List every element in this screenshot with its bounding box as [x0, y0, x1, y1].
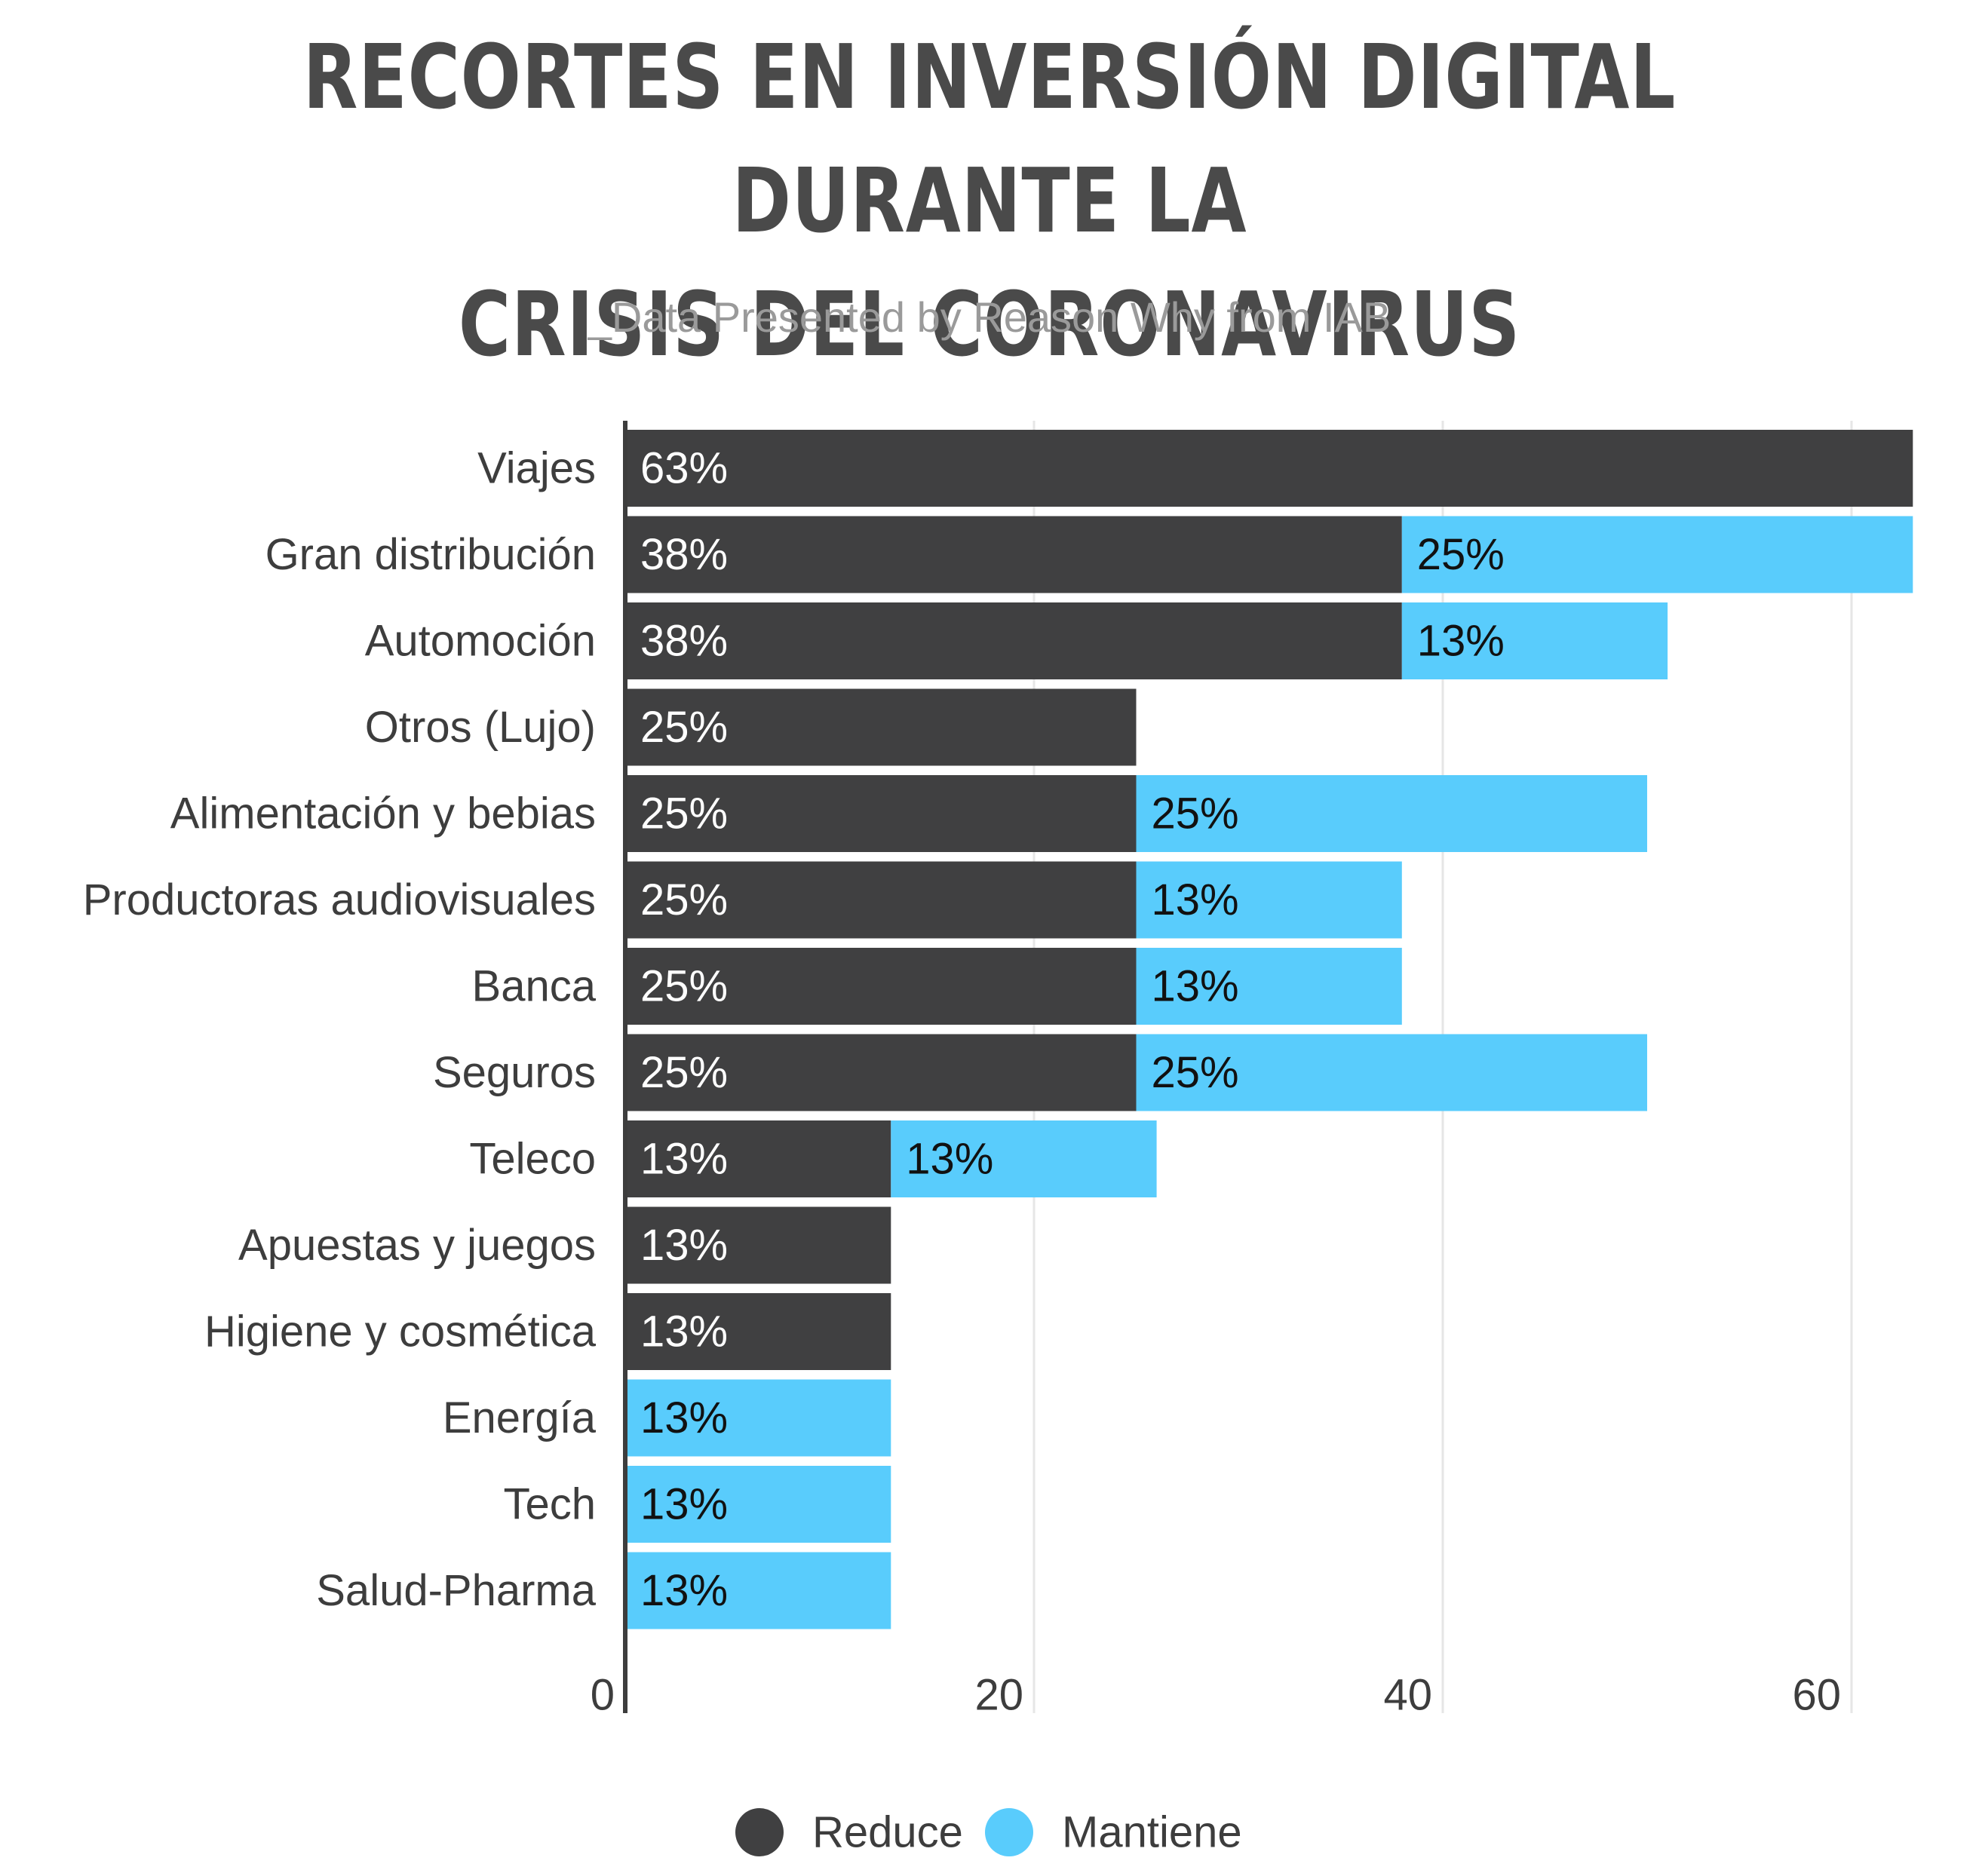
data-label: 13% — [640, 1307, 728, 1356]
data-label: 13% — [640, 1480, 728, 1529]
chart-title-line-1: RECORTES EN INVERSIÓN DIGITAL DURANTE LA — [302, 25, 1677, 253]
category-label: Energía — [443, 1393, 597, 1442]
bar-mantiene-1 — [1401, 516, 1913, 593]
bar-mantiene-8 — [891, 1120, 1157, 1197]
category-label: Apuestas y juegos — [238, 1221, 596, 1270]
data-label: 25% — [640, 703, 728, 752]
bar-reduce-5 — [625, 861, 1137, 939]
bars: 63% 38% 25% 38% 13% 25% 25% 25% 25% 13% 25% 13% 25% 2… — [625, 430, 1913, 1629]
category-label: Teleco — [469, 1135, 596, 1184]
bar-mantiene-4 — [1136, 775, 1647, 852]
x-tick-label: 20 — [974, 1671, 1023, 1720]
bar-reduce-8 — [625, 1120, 891, 1197]
bar-mantiene-6 — [1136, 948, 1402, 1025]
data-label: 25% — [640, 875, 728, 924]
legend-marker-mantiene — [985, 1808, 1033, 1856]
data-label: 13% — [640, 1566, 728, 1615]
category-label: Tech — [503, 1480, 596, 1529]
bar-mantiene-13 — [625, 1552, 891, 1629]
chart-subtitle: _Data Presented by Reason Why from IAB — [588, 293, 1391, 341]
bar-mantiene-12 — [625, 1466, 891, 1543]
bar-mantiene-7 — [1136, 1034, 1647, 1111]
category-label: Higiene y cosmética — [204, 1307, 597, 1356]
data-label: 38% — [640, 617, 728, 666]
legend-label-reduce: Reduce — [812, 1808, 963, 1857]
chart-title-line-2: CRISIS DEL CORONAVIRUS — [458, 272, 1521, 376]
data-label: 25% — [640, 962, 728, 1011]
data-label: 38% — [640, 530, 728, 579]
category-labels: Viajes Gran distribución Automoción Otros (… — [83, 444, 597, 1616]
data-label: 13% — [1152, 962, 1239, 1011]
data-label: 25% — [1152, 1048, 1239, 1097]
legend-marker-reduce — [735, 1808, 784, 1856]
data-label: 13% — [1417, 617, 1505, 666]
data-label: 25% — [1152, 789, 1239, 838]
data-label: 13% — [640, 1135, 728, 1184]
category-label: Salud-Pharma — [316, 1566, 596, 1615]
bar-reduce-3 — [625, 688, 1137, 766]
x-axis: 0 20 40 60 — [591, 421, 1841, 1720]
bar-mantiene-5 — [1136, 861, 1402, 939]
bar-reduce-0 — [625, 430, 1913, 507]
category-label: Alimentación y bebias — [170, 789, 596, 838]
data-label: 13% — [906, 1135, 993, 1184]
bar-mantiene-2 — [1401, 602, 1668, 679]
data-label: 25% — [640, 1048, 728, 1097]
data-label: 25% — [640, 789, 728, 838]
category-label: Productoras audiovisuales — [83, 875, 596, 924]
chart-title: RECORTES EN INVERSIÓN DIGITAL DURANTE LA… — [198, 15, 1781, 386]
bar-reduce-1 — [625, 516, 1402, 593]
x-tick-label: 60 — [1792, 1671, 1841, 1720]
data-label: 13% — [640, 1221, 728, 1270]
data-label: 13% — [1152, 875, 1239, 924]
legend-label-mantiene: Mantiene — [1062, 1808, 1242, 1857]
data-label: 63% — [640, 444, 728, 493]
data-label: 25% — [1417, 530, 1505, 579]
category-label: Viajes — [477, 444, 596, 493]
bar-reduce-2 — [625, 602, 1402, 679]
legend: Reduce Mantiene — [735, 1808, 1242, 1857]
x-tick-label: 40 — [1383, 1671, 1432, 1720]
x-tick-label: 0 — [591, 1671, 615, 1720]
category-label: Otros (Lujo) — [365, 703, 596, 752]
bar-reduce-10 — [625, 1293, 891, 1370]
bar-reduce-9 — [625, 1206, 891, 1284]
data-label: 13% — [640, 1393, 728, 1442]
category-label: Banca — [472, 962, 597, 1011]
category-label: Seguros — [433, 1048, 596, 1097]
bar-mantiene-11 — [625, 1379, 891, 1457]
bar-reduce-7 — [625, 1034, 1137, 1111]
category-label: Gran distribución — [265, 530, 596, 579]
bar-reduce-6 — [625, 948, 1137, 1025]
category-label: Automoción — [365, 617, 596, 666]
bar-reduce-4 — [625, 775, 1137, 852]
